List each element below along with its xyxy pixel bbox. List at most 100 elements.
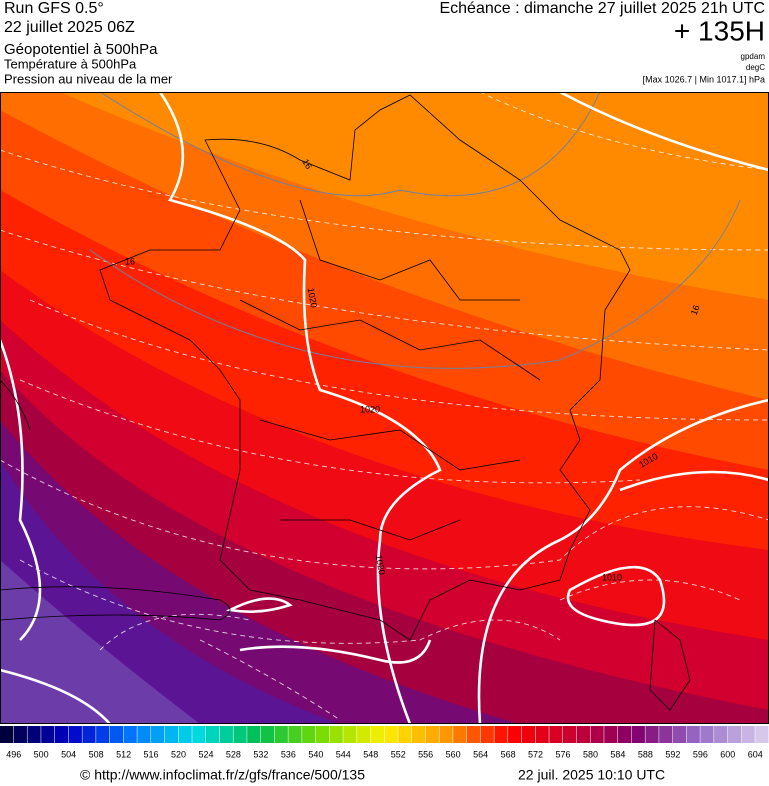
scale-label: 588 [638,749,653,759]
scale-swatch [727,726,742,743]
color-scale: 496 500 504 508 512 516 520 524 528 532 536 540 544 5… [0,726,769,759]
range: [Max 1026.7 | Min 1017.1] hPa [643,74,765,84]
scale-label: 592 [665,749,680,759]
temperature-contours [0,92,769,721]
field-label: Géopotentiel à 500hPa [4,41,158,58]
contour-label: 1020 [374,554,387,575]
unit: degC [746,63,765,72]
contour-label: 16 [125,256,135,266]
scale-swatch [27,726,41,743]
valid-time: Echéance : dimanche 27 juillet 2025 21h … [439,0,765,17]
scale-swatch [617,726,632,743]
scale-swatch [41,726,55,743]
scale-label: 556 [418,749,433,759]
scale-swatch [82,726,96,743]
contour-label: 1020 [306,287,319,308]
contour-label: 1010 [602,572,622,582]
scale-swatch [329,726,343,743]
scale-swatch [288,726,302,743]
scale-label: 560 [446,749,461,759]
scale-swatch [274,726,288,743]
scale-swatch [343,726,357,743]
contour-label: 16 [689,304,702,317]
contour-label: 1020 [360,404,380,414]
scale-swatch [714,726,728,743]
scale-swatch [247,726,261,743]
lead-time: + 135H [674,15,765,46]
scale-swatch [741,726,755,743]
scale-swatch [151,726,165,743]
scale-label: 504 [61,749,76,759]
scale-swatch [439,726,453,743]
run-date: 22 juillet 2025 06Z [4,19,135,36]
contour-labels: 1020 1020 1020 1010 1010 16 16 16 [125,157,702,582]
map: 1020 1020 1020 1010 1010 16 16 16 [0,92,769,724]
scale-swatch [535,726,549,743]
scale-label: 564 [473,749,488,759]
scale-swatch [260,726,275,743]
scale-label: 568 [501,749,516,759]
scale-swatch [370,726,384,743]
scale-label: 580 [583,749,598,759]
scale-swatch [453,726,467,743]
source: © http://www.infoclimat.fr/z/gfs/france/… [80,767,365,783]
scale-label: 544 [336,749,351,759]
scale-label: 500 [34,749,49,759]
scale-swatch [0,726,14,743]
scale-label: 520 [171,749,186,759]
scale-label: 528 [226,749,241,759]
scale-swatch [178,726,192,743]
scale-label: 508 [89,749,104,759]
temperature-isotherms [89,92,741,369]
scale-swatch [109,726,124,743]
scale-swatch [219,726,233,743]
scale-swatch [302,726,316,743]
scale-label: 576 [556,749,571,759]
scale-swatch [590,726,604,743]
scale-swatch [672,726,687,743]
scale-swatch [384,726,398,743]
scale-swatch [700,726,714,743]
scale-swatch [96,726,110,743]
scale-swatch [68,726,82,743]
borders [0,94,691,711]
scale-swatch [549,726,563,743]
scale-swatch [398,726,412,743]
scale-swatch [755,726,769,743]
scale-swatch [411,726,426,743]
scale-label: 516 [144,749,159,759]
scale-label: 600 [720,749,735,759]
scale-swatch [576,726,590,743]
run: Run GFS 0.5° [4,0,104,17]
scale-swatch [357,726,371,743]
scale-swatch [233,726,247,743]
scale-label: 536 [281,749,296,759]
scale-swatch [659,726,673,743]
scale-swatch [521,726,536,743]
scale-swatch [425,726,439,743]
scale-swatch [205,726,220,743]
scale-label: 572 [528,749,543,759]
scale-label: 584 [610,749,625,759]
scale-swatch [13,726,27,743]
scale-label: 496 [6,749,21,759]
scale-label: 540 [308,749,323,759]
generated: 22 juil. 2025 10:10 UTC [518,767,665,783]
scale-label: 552 [391,749,406,759]
scale-label: 604 [748,749,763,759]
scale-swatch [686,726,700,743]
scale-swatch [315,726,330,743]
scale-swatch [466,726,481,743]
scale-label: 524 [198,749,213,759]
unit: gpdam [741,52,766,61]
contour-label: 16 [300,157,314,171]
scale-swatch [563,726,577,743]
scale-swatch [137,726,151,743]
scale-swatch [54,726,69,743]
isobars [0,92,769,724]
scale-swatch [480,726,494,743]
scale-label: 548 [363,749,378,759]
scale-label: 596 [693,749,708,759]
